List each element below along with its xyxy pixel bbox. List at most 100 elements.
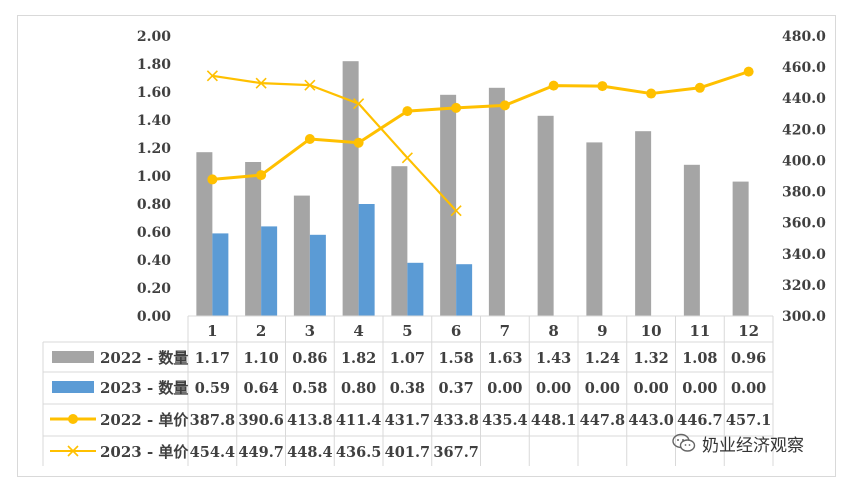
category-label: 3 (305, 322, 315, 340)
bar-2022-quantity (440, 94, 457, 316)
bar-2022-quantity (732, 181, 749, 316)
point-2023-price (450, 205, 462, 217)
line-2022-price (212, 70, 750, 181)
left-axis-tick-label: 0.40 (137, 253, 171, 269)
point-2022-price (402, 106, 413, 117)
table-value: 401.7 (385, 444, 430, 461)
left-axis-tick-label: 0.60 (137, 225, 171, 241)
point-2022-price (743, 66, 754, 77)
table-value: 448.1 (531, 412, 576, 429)
category-label: 4 (353, 322, 363, 340)
bar-2023-quantity (456, 264, 473, 316)
point-2022-price (548, 80, 559, 91)
category-label: 12 (738, 322, 759, 340)
table-value: 0.00 (487, 380, 522, 397)
legend-label: 2022 - 数量 (100, 349, 188, 367)
right-axis-tick-label: 320.0 (782, 278, 826, 294)
bar-2023-quantity (212, 233, 229, 316)
table-value: 433.8 (433, 412, 478, 429)
right-axis-tick-label: 340.0 (782, 247, 826, 263)
table-value: 0.59 (195, 380, 230, 397)
category-label: 2 (256, 322, 266, 340)
table-value: 447.8 (580, 412, 625, 429)
right-axis-tick-label: 380.0 (782, 185, 826, 201)
bar-2022-quantity (635, 131, 652, 316)
table-value: 454.4 (190, 444, 235, 461)
bar-2022-quantity (683, 164, 700, 316)
left-axis-tick-label: 1.00 (137, 169, 171, 185)
bar-2022-quantity (537, 115, 554, 316)
point-2022-price (597, 81, 608, 92)
table-value: 1.43 (536, 350, 571, 367)
table-value: 435.4 (482, 412, 527, 429)
point-2023-price (304, 79, 316, 91)
bar-2022-quantity (586, 142, 603, 316)
table-value: 443.0 (628, 412, 673, 429)
point-2022-price (207, 174, 218, 185)
table-value: 0.00 (682, 380, 717, 397)
legend-key (52, 351, 94, 363)
right-axis-tick-label: 420.0 (782, 122, 826, 138)
point-2023-price (401, 152, 413, 164)
left-axis-tick-label: 0.00 (137, 309, 171, 325)
table-value: 0.00 (536, 380, 571, 397)
right-axis-tick-label: 300.0 (782, 309, 826, 325)
category-label: 8 (548, 322, 558, 340)
point-2022-price (304, 133, 315, 144)
category-label: 6 (451, 322, 461, 340)
table-value: 413.8 (287, 412, 332, 429)
table-value: 0.64 (243, 380, 278, 397)
table-value: 411.4 (336, 412, 381, 429)
category-label: 9 (597, 322, 607, 340)
left-axis-tick-label: 1.80 (137, 57, 171, 73)
table-value: 448.4 (287, 444, 332, 461)
right-axis-tick-label: 480.0 (782, 29, 826, 45)
bar-2022-quantity (196, 152, 213, 316)
table-value: 367.7 (433, 444, 478, 461)
bar-2022-quantity (488, 87, 505, 316)
table-value: 1.17 (195, 350, 230, 367)
left-axis-tick-label: 0.80 (137, 197, 171, 213)
table-value: 1.07 (390, 350, 425, 367)
category-label: 1 (207, 322, 217, 340)
table-value: 1.82 (341, 350, 376, 367)
table-value: 457.1 (726, 412, 771, 429)
bar-2022-quantity (293, 195, 310, 316)
bar-2022-quantity (342, 61, 359, 317)
table-value: 387.8 (190, 412, 235, 429)
table-value: 0.00 (633, 380, 668, 397)
point-2023-price (255, 77, 267, 89)
left-axis-tick-label: 2.00 (137, 29, 171, 45)
right-axis-tick-label: 460.0 (782, 60, 826, 76)
bar-2022-quantity (245, 162, 262, 316)
line-2023-price (212, 74, 457, 212)
category-label: 5 (402, 322, 412, 340)
point-2023-price (353, 98, 365, 110)
category-label: 10 (641, 322, 662, 340)
table-value: 0.00 (731, 380, 766, 397)
table-value: 1.10 (243, 350, 278, 367)
point-2022-price (694, 82, 705, 93)
table-value: 431.7 (385, 412, 430, 429)
watermark: 奶业经济观察 (672, 430, 804, 456)
point-2022-price (646, 88, 657, 99)
legend-label: 2023 - 数量 (100, 379, 188, 397)
legend-label: 2022 - 单价 (100, 411, 189, 429)
category-label: 7 (500, 322, 510, 340)
category-label: 11 (689, 322, 710, 340)
table-value: 0.00 (585, 380, 620, 397)
table-value: 449.7 (238, 444, 283, 461)
point-2022-price (256, 170, 267, 181)
right-axis-tick-label: 360.0 (782, 216, 826, 232)
legend-marker (68, 414, 78, 424)
table-value: 1.08 (682, 350, 717, 367)
right-axis-tick-label: 440.0 (782, 91, 826, 107)
table-value: 446.7 (677, 412, 722, 429)
table-value: 0.96 (731, 350, 766, 367)
point-2022-price (451, 102, 462, 113)
bar-2023-quantity (407, 262, 424, 316)
table-value: 0.86 (292, 350, 327, 367)
table-value: 1.58 (438, 350, 473, 367)
bar-2023-quantity (358, 204, 375, 316)
